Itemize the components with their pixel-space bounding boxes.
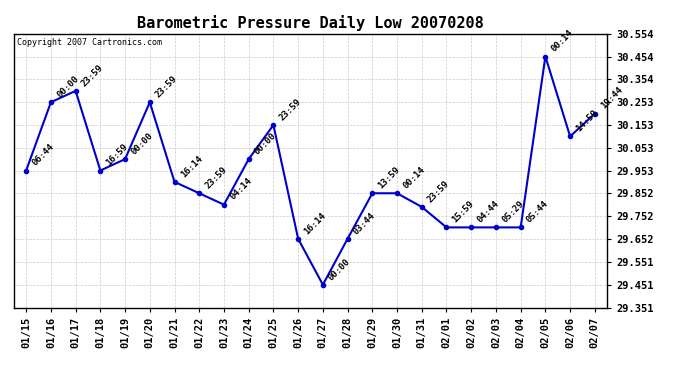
Text: 23:59: 23:59	[154, 74, 179, 99]
Text: 04:14: 04:14	[228, 177, 253, 202]
Text: 23:59: 23:59	[204, 165, 229, 190]
Text: 19:44: 19:44	[599, 86, 624, 111]
Text: 00:14: 00:14	[401, 165, 426, 190]
Text: 15:59: 15:59	[451, 199, 476, 225]
Text: 00:14: 00:14	[549, 28, 575, 54]
Text: 23:59: 23:59	[80, 63, 105, 88]
Text: 05:44: 05:44	[525, 199, 550, 225]
Text: Copyright 2007 Cartronics.com: Copyright 2007 Cartronics.com	[17, 38, 161, 47]
Text: 23:59: 23:59	[277, 97, 303, 122]
Text: 00:00: 00:00	[253, 131, 278, 156]
Text: 05:29: 05:29	[500, 199, 526, 225]
Text: 00:00: 00:00	[129, 131, 155, 156]
Text: 04:44: 04:44	[475, 199, 501, 225]
Text: 16:59: 16:59	[104, 142, 130, 168]
Text: 16:14: 16:14	[302, 211, 328, 236]
Text: 00:00: 00:00	[55, 74, 81, 99]
Text: 23:59: 23:59	[426, 179, 451, 204]
Text: 14:59: 14:59	[574, 108, 600, 134]
Text: 06:44: 06:44	[30, 142, 56, 168]
Text: 00:00: 00:00	[327, 256, 353, 282]
Text: 16:14: 16:14	[179, 154, 204, 179]
Text: 03:44: 03:44	[352, 211, 377, 236]
Text: 13:59: 13:59	[377, 165, 402, 190]
Title: Barometric Pressure Daily Low 20070208: Barometric Pressure Daily Low 20070208	[137, 15, 484, 31]
